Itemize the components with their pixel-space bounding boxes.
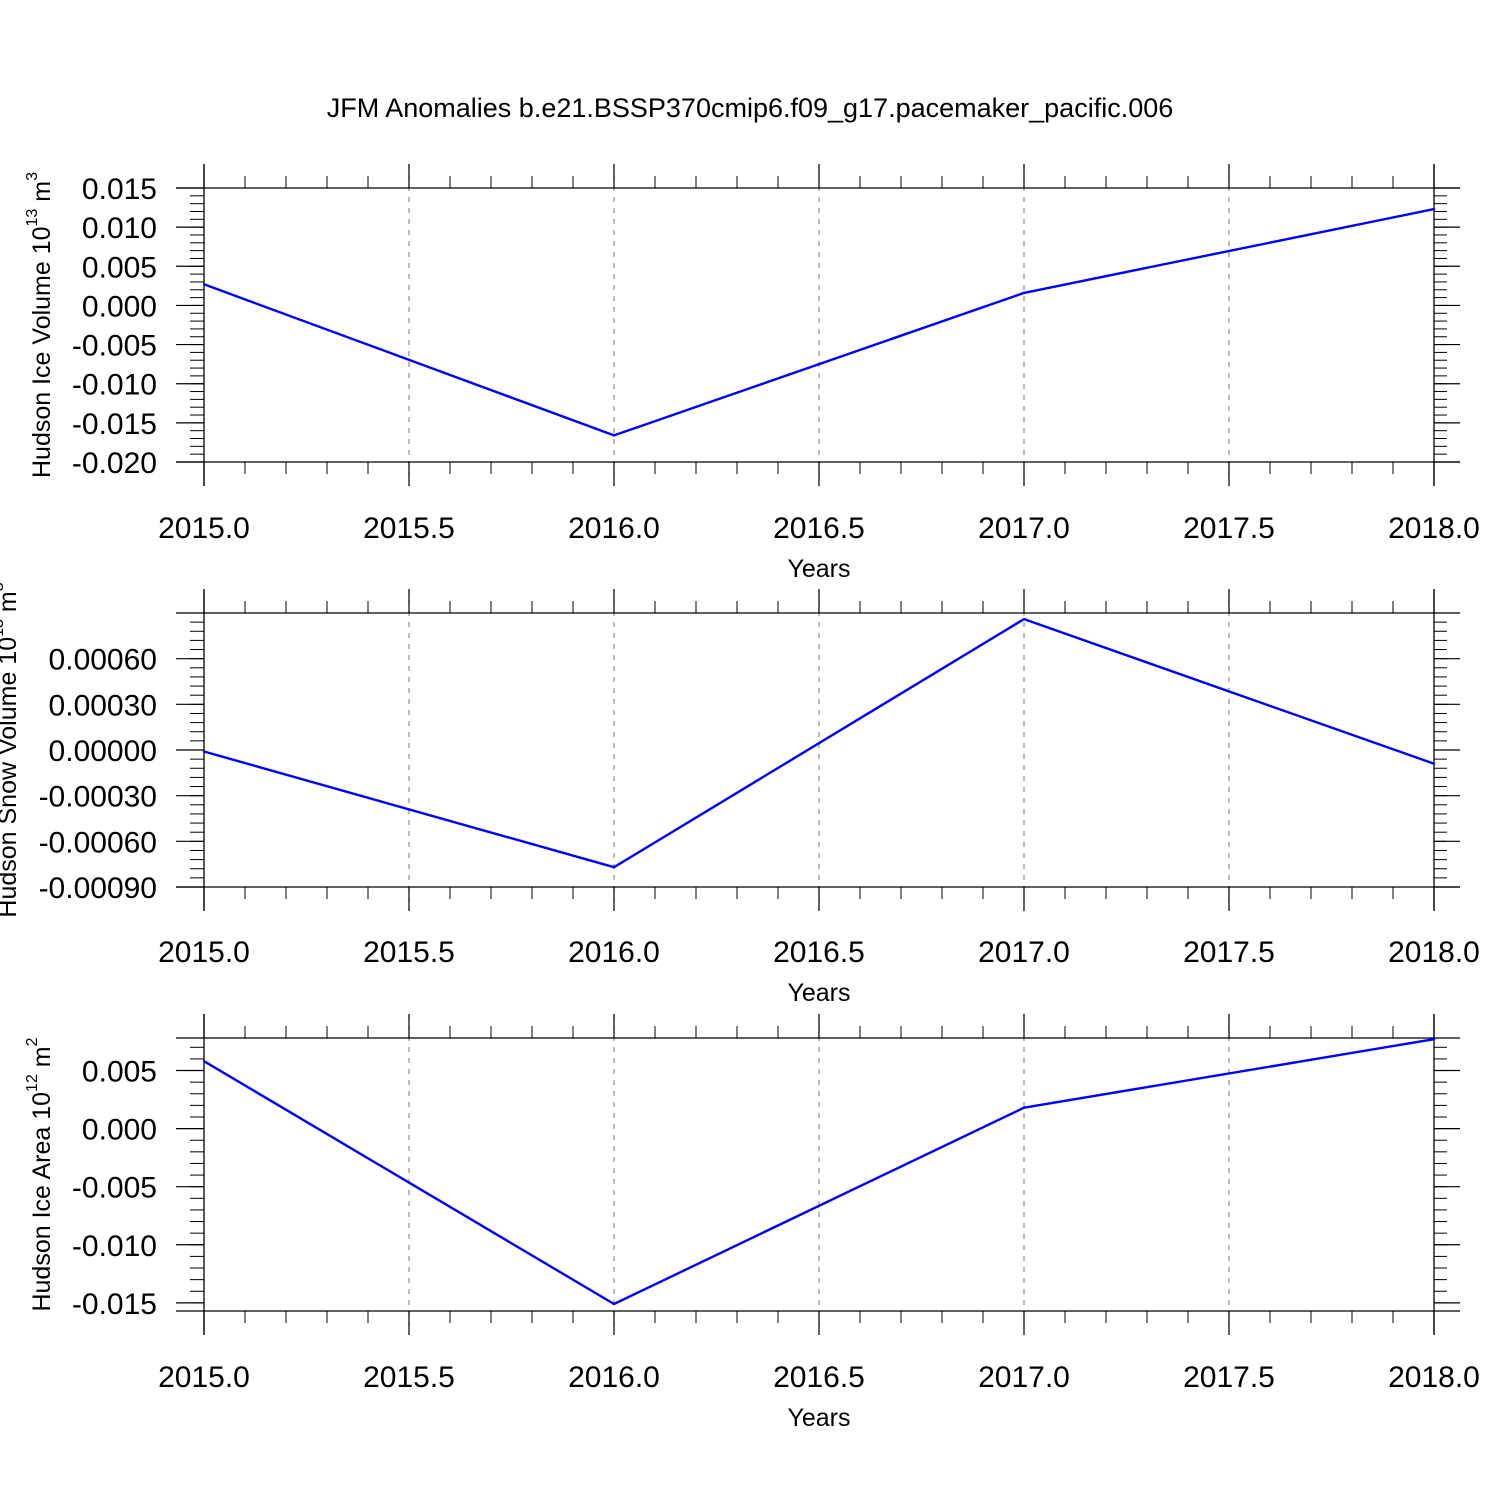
data-point — [1023, 1107, 1025, 1109]
x-tick-label: 2016.0 — [568, 1361, 660, 1394]
x-tick-label: 2016.5 — [773, 936, 865, 969]
y-tick-label: -0.00060 — [39, 826, 157, 859]
x-tick-label: 2016.0 — [568, 512, 660, 545]
data-point — [203, 1060, 205, 1062]
y-axis-title-part: m — [28, 181, 56, 209]
data-point — [1023, 292, 1025, 294]
y-axis-title: Hudson Ice Area 1012 m2 — [24, 1037, 57, 1311]
x-tick-label: 2018.0 — [1388, 936, 1480, 969]
x-axis-title: Years — [787, 979, 850, 1007]
x-tick-label: 2018.0 — [1388, 512, 1480, 545]
y-axis-title-part: m — [0, 591, 22, 619]
x-tick-label: 2015.5 — [363, 936, 455, 969]
y-tick-label: -0.010 — [72, 369, 157, 402]
x-tick-label: 2015.0 — [158, 936, 250, 969]
x-tick-label: 2017.0 — [978, 1361, 1070, 1394]
y-tick-label: 0.00000 — [49, 735, 157, 768]
x-tick-label: 2017.5 — [1183, 936, 1275, 969]
y-tick-label: -0.010 — [72, 1230, 157, 1263]
x-axis-title: Years — [787, 555, 850, 583]
y-tick-label: 0.010 — [82, 212, 157, 245]
y-tick-label: -0.015 — [72, 408, 157, 441]
y-tick-label: -0.005 — [72, 330, 157, 363]
panel-2: 2015.0 2015.5 2016.0 2016.5 2017.0 2017.5 2018… — [0, 582, 1480, 1007]
y-tick-label: -0.00090 — [39, 872, 157, 905]
panel-1: 2015.0 2015.5 2016.0 2016.5 2017.0 2017.5 2018… — [24, 164, 1480, 583]
x-tick-label: 2017.5 — [1183, 512, 1275, 545]
y-tick-label: -0.020 — [72, 447, 157, 480]
x-tick-label: 2016.5 — [773, 512, 865, 545]
data-point — [613, 434, 615, 436]
x-tick-label: 2017.0 — [978, 512, 1070, 545]
x-tick-label: 2017.5 — [1183, 1361, 1275, 1394]
y-tick-label: 0.00060 — [49, 644, 157, 677]
x-tick-label: 2015.0 — [158, 1361, 250, 1394]
x-tick-label: 2016.5 — [773, 1361, 865, 1394]
y-tick-label: 0.005 — [82, 251, 157, 284]
y-tick-label: 0.000 — [82, 290, 157, 323]
x-axis-title: Years — [787, 1404, 850, 1432]
y-axis-title-part: Hudson Ice Volume 10 — [28, 226, 56, 478]
x-tick-label: 2016.0 — [568, 936, 660, 969]
data-point — [613, 1303, 615, 1305]
y-axis-title: Hudson Ice Volume 1013 m3 — [24, 172, 57, 478]
data-point — [203, 750, 205, 752]
y-tick-label: 0.005 — [82, 1056, 157, 1089]
y-tick-label: 0.015 — [82, 173, 157, 206]
panels: 2015.0 2015.5 2016.0 2016.5 2017.0 2017.5 2018… — [0, 164, 1480, 1432]
data-point — [613, 866, 615, 868]
y-tick-label: -0.005 — [72, 1172, 157, 1205]
panel-3: 2015.0 2015.5 2016.0 2016.5 2017.0 2017.5 2018… — [24, 1014, 1480, 1432]
y-tick-label: -0.015 — [72, 1288, 157, 1321]
y-axis-title-superscript: 13 — [24, 209, 41, 227]
data-point — [1433, 1038, 1435, 1040]
y-tick-label: -0.00030 — [39, 781, 157, 814]
y-axis-title: Hudson Snow Volume 1013 m3 — [0, 582, 22, 917]
y-axis-title-part: m — [28, 1046, 56, 1074]
data-point — [1023, 618, 1025, 620]
x-tick-label: 2015.5 — [363, 1361, 455, 1394]
y-tick-label: 0.000 — [82, 1114, 157, 1147]
x-tick-label: 2018.0 — [1388, 1361, 1480, 1394]
x-tick-label: 2015.5 — [363, 512, 455, 545]
y-axis-title-part: Hudson Ice Area 10 — [28, 1092, 56, 1312]
data-point — [203, 283, 205, 285]
y-axis-title-superscript: 13 — [0, 619, 7, 637]
y-axis-title-superscript: 2 — [24, 1037, 41, 1046]
y-tick-label: 0.00030 — [49, 689, 157, 722]
y-axis-title-superscript: 3 — [24, 172, 41, 181]
figure-title: JFM Anomalies b.e21.BSSP370cmip6.f09_g17… — [327, 93, 1174, 123]
data-point — [1433, 208, 1435, 210]
x-tick-label: 2015.0 — [158, 512, 250, 545]
data-point — [1433, 763, 1435, 765]
y-axis-title-superscript: 3 — [0, 582, 7, 591]
x-tick-label: 2017.0 — [978, 936, 1070, 969]
y-axis-title-part: Hudson Snow Volume 10 — [0, 637, 22, 918]
y-axis-title-superscript: 12 — [24, 1074, 41, 1092]
